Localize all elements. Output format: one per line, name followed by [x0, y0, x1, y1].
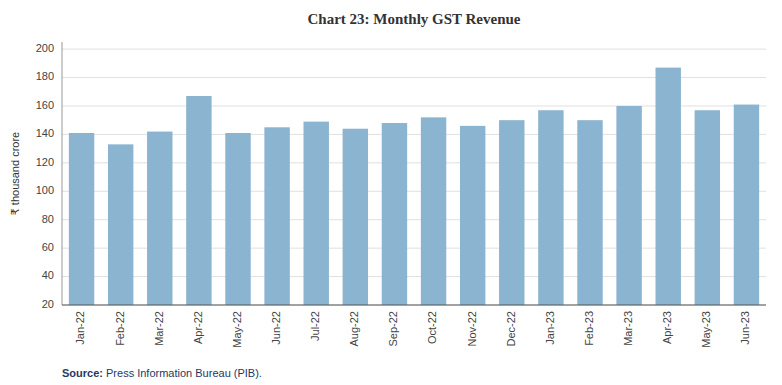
- x-tick-label: Mar-22: [153, 311, 165, 346]
- bar: [616, 106, 641, 305]
- chart-title: Chart 23: Monthly GST Revenue: [307, 11, 520, 27]
- y-tick-label: 60: [42, 241, 54, 253]
- y-axis-line: [62, 42, 63, 305]
- chart-svg: 20 40 60 80 100 120 140 160 180 200 Jan-22 Feb-22 Ma…: [0, 0, 782, 385]
- x-tick-label: Dec-22: [505, 311, 517, 346]
- bar: [577, 120, 602, 305]
- x-axis-line: [62, 305, 766, 306]
- x-tick-label: Jan-23: [544, 311, 556, 345]
- bar: [108, 144, 133, 305]
- x-tick-label: Mar-23: [622, 311, 634, 346]
- bar: [147, 132, 172, 305]
- bar: [421, 117, 446, 305]
- x-tick-label: Apr-22: [192, 311, 204, 344]
- bar: [343, 129, 368, 305]
- bar: [382, 123, 407, 305]
- bar: [186, 96, 211, 305]
- x-tick-label: Oct-22: [426, 311, 438, 344]
- x-tick-label: Feb-23: [583, 311, 595, 346]
- x-tick-label: Feb-22: [114, 311, 126, 346]
- x-tick-label: Nov-22: [466, 311, 478, 346]
- bar: [69, 133, 94, 305]
- y-tick-label: 100: [36, 184, 54, 196]
- grid-line: [62, 305, 766, 306]
- x-tick-label: May-22: [231, 311, 243, 348]
- bar: [695, 110, 720, 305]
- bar: [225, 133, 250, 305]
- chart-container: 20 40 60 80 100 120 140 160 180 200 Jan-22 Feb-22 Ma…: [0, 0, 782, 385]
- x-tick-label: Apr-23: [661, 311, 673, 344]
- annotation: Source:: [62, 367, 103, 379]
- y-tick-label: 180: [36, 70, 54, 82]
- bar: [460, 126, 485, 305]
- bar: [264, 127, 289, 305]
- y-tick-label: 20: [42, 298, 54, 310]
- grid-line: [62, 49, 766, 50]
- bar: [304, 122, 329, 305]
- bar: [734, 105, 759, 305]
- bars: [69, 68, 759, 305]
- y-tick-label: 40: [42, 269, 54, 281]
- bar: [656, 68, 681, 305]
- grid: 20 40 60 80 100 120 140 160 180 200: [36, 42, 766, 310]
- y-tick-label: 80: [42, 213, 54, 225]
- x-tick-label: Jun-22: [270, 311, 282, 345]
- y-tick-label: 120: [36, 156, 54, 168]
- y-axis-label: ₹ thousand crore: [9, 132, 21, 215]
- source-note: Source: Press Information Bureau (PIB).: [62, 367, 262, 379]
- x-tick-label: Aug-22: [348, 311, 360, 346]
- y-tick-label: 160: [36, 99, 54, 111]
- x-tick-label: Sep-22: [387, 311, 399, 346]
- y-tick-label: 200: [36, 42, 54, 54]
- y-tick-label: 140: [36, 127, 54, 139]
- annotation: Press Information Bureau (PIB).: [103, 367, 262, 379]
- x-tick-label: Jan-22: [74, 311, 86, 345]
- bar: [538, 110, 563, 305]
- x-tick-label: May-23: [700, 311, 712, 348]
- x-tick-labels: Jan-22 Feb-22 Mar-22 Apr-22 May-22 Jun-22 Jul-…: [74, 311, 751, 348]
- bar: [499, 120, 524, 305]
- x-tick-label: Jul-22: [309, 311, 321, 341]
- x-tick-label: Jun-23: [739, 311, 751, 345]
